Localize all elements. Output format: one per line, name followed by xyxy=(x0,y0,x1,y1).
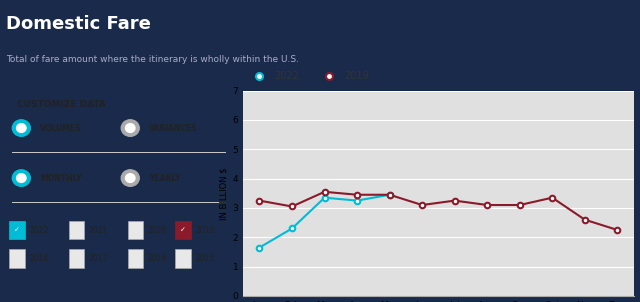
Text: 2018: 2018 xyxy=(29,254,49,263)
Text: 2021: 2021 xyxy=(89,226,108,235)
Text: ✓: ✓ xyxy=(180,227,186,233)
FancyBboxPatch shape xyxy=(175,249,191,268)
Text: ✓: ✓ xyxy=(14,227,20,233)
Circle shape xyxy=(125,174,135,182)
Circle shape xyxy=(12,170,30,186)
Text: 2022: 2022 xyxy=(29,226,49,235)
Circle shape xyxy=(121,120,140,136)
Text: 2020: 2020 xyxy=(148,226,167,235)
Text: 2019: 2019 xyxy=(195,226,214,235)
FancyBboxPatch shape xyxy=(10,249,25,268)
Text: 2022: 2022 xyxy=(275,70,300,81)
Text: 2015: 2015 xyxy=(195,254,214,263)
Circle shape xyxy=(17,124,26,132)
Text: Total of fare amount where the itinerary is wholly within the U.S.: Total of fare amount where the itinerary… xyxy=(6,55,300,64)
Text: CUSTOMIZE DATA: CUSTOMIZE DATA xyxy=(17,100,106,109)
FancyBboxPatch shape xyxy=(128,249,143,268)
Circle shape xyxy=(17,174,26,182)
Y-axis label: IN BILLION $: IN BILLION $ xyxy=(220,167,228,220)
FancyBboxPatch shape xyxy=(68,221,84,239)
FancyBboxPatch shape xyxy=(68,249,84,268)
Text: VARIANCES: VARIANCES xyxy=(149,124,198,133)
Text: 2016: 2016 xyxy=(148,254,167,263)
Circle shape xyxy=(125,124,135,132)
Circle shape xyxy=(121,170,140,186)
Text: VOLUMES: VOLUMES xyxy=(40,124,82,133)
Circle shape xyxy=(12,120,30,136)
Text: 2019: 2019 xyxy=(345,70,369,81)
FancyBboxPatch shape xyxy=(175,221,191,239)
FancyBboxPatch shape xyxy=(128,221,143,239)
Text: MONTHLY: MONTHLY xyxy=(40,174,82,183)
Text: YEARLY: YEARLY xyxy=(149,174,180,183)
FancyBboxPatch shape xyxy=(10,221,25,239)
Text: 2017: 2017 xyxy=(89,254,108,263)
Text: Domestic Fare: Domestic Fare xyxy=(6,15,151,33)
